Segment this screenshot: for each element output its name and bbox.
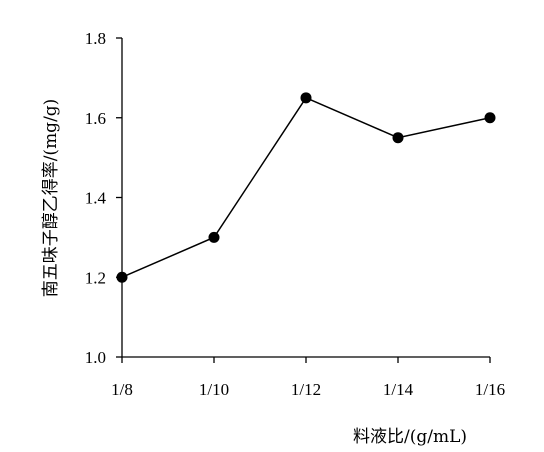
x-tick-label: 1/8: [111, 380, 133, 399]
y-axis-ticks: 1.0 1.2 1.4 1.6 1.8: [85, 29, 122, 367]
x-tick-label: 1/16: [475, 380, 505, 399]
y-tick-label: 1.0: [85, 348, 106, 367]
y-axis-title: 南五味子醇乙得率/(mg/g): [41, 99, 61, 298]
data-point: [484, 112, 496, 124]
data-series: [116, 92, 496, 283]
x-tick-label: 1/10: [199, 380, 229, 399]
y-tick-label: 1.6: [85, 109, 106, 128]
data-point: [392, 132, 404, 144]
y-tick-label: 1.4: [85, 189, 107, 208]
x-tick-label: 1/12: [291, 380, 321, 399]
data-point: [116, 271, 128, 283]
y-tick-label: 1.8: [85, 29, 106, 48]
x-tick-label: 1/14: [383, 380, 414, 399]
x-axis-title: 料液比/(g/mL): [353, 427, 467, 447]
data-point: [208, 231, 220, 243]
x-axis: 1/8 1/10 1/12 1/14 1/16: [111, 356, 505, 399]
y-tick-label: 1.2: [85, 268, 106, 287]
x-axis-ticks: 1/8 1/10 1/12 1/14 1/16: [111, 357, 505, 399]
data-point: [300, 92, 312, 104]
y-axis: 1.0 1.2 1.4 1.6 1.8: [85, 29, 123, 367]
series-points: [116, 92, 496, 283]
series-line: [121, 96, 491, 278]
